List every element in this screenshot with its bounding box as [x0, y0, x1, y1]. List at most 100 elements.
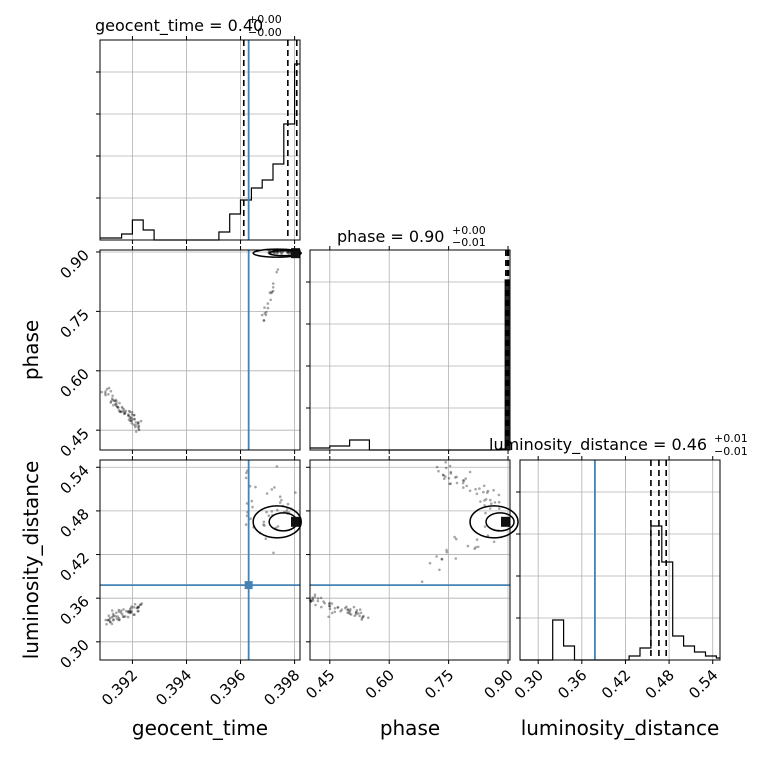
sample-point [455, 537, 458, 541]
sample-point [474, 487, 477, 491]
sample-point [115, 611, 118, 615]
sample-point [468, 470, 472, 474]
panel-background [310, 460, 510, 660]
sample-point [455, 481, 459, 485]
sample-point [136, 606, 139, 610]
sample-point [137, 609, 140, 613]
sample-point [483, 525, 487, 528]
sample-point [133, 613, 136, 616]
sample-point [117, 608, 121, 612]
sample-point [136, 605, 140, 609]
title-luminosity-distance-plus: +0.01 [714, 432, 748, 445]
sample-point [126, 610, 130, 613]
sample-point [497, 507, 501, 510]
y-tick-label: 0.42 [56, 549, 92, 585]
sample-point [449, 472, 453, 475]
sample-point [493, 501, 497, 504]
sample-point [129, 611, 133, 614]
panel-border [99, 459, 301, 661]
sample-point [323, 602, 327, 605]
sample-point [367, 616, 370, 619]
sample-point [262, 319, 266, 322]
x-tick-label: 0.75 [421, 666, 457, 702]
sample-point [115, 405, 119, 409]
sample-point [262, 319, 266, 322]
sample-point [120, 405, 124, 409]
sample-point [266, 306, 270, 310]
sample-point [129, 416, 133, 419]
density-peak [291, 248, 300, 259]
x-tick-label: 0.48 [642, 666, 678, 702]
sample-point [264, 537, 268, 540]
title-phase: phase = 0.90 [337, 227, 444, 246]
sample-point [129, 606, 133, 610]
x-tick-label: 0.45 [302, 666, 338, 702]
sample-point [108, 620, 112, 624]
y-tick-label: 0.60 [56, 365, 92, 401]
sample-point [137, 424, 141, 428]
sample-point [443, 477, 446, 481]
sample-point [135, 606, 138, 610]
sample-point [104, 390, 107, 393]
panel-background [310, 250, 510, 450]
sample-point [269, 298, 273, 302]
xlabel-luminosity-distance: luminosity_distance [521, 716, 720, 740]
sample-point [461, 481, 465, 485]
sample-point [139, 419, 143, 423]
sample-point [280, 252, 283, 256]
sample-point [468, 489, 472, 493]
sample-point [111, 612, 115, 616]
sample-point [488, 507, 492, 510]
sample-point [121, 407, 124, 410]
contour-line [252, 505, 302, 539]
contour-line [485, 512, 515, 532]
sample-point [105, 387, 109, 391]
sample-point [275, 270, 279, 274]
sample-point [118, 618, 121, 622]
sample-point [483, 499, 486, 502]
sample-point [285, 509, 288, 513]
sample-point [110, 397, 114, 400]
sample-point [122, 615, 125, 618]
sample-point [490, 502, 493, 506]
sample-point [110, 609, 114, 612]
sample-point [339, 610, 342, 613]
xlabel-phase: phase [380, 716, 440, 740]
sample-point [137, 428, 141, 432]
sample-point [447, 477, 451, 480]
sample-point [276, 508, 279, 512]
sample-point [122, 608, 125, 611]
sample-point [121, 613, 124, 616]
sample-point [328, 604, 332, 608]
sample-point [108, 616, 112, 620]
panel-luminosity-distance-vs-geocent-time [96, 456, 302, 664]
sample-point [244, 476, 248, 480]
sample-point [328, 601, 332, 605]
sample-point [440, 557, 444, 561]
sample-point [123, 411, 127, 415]
sample-point [346, 611, 349, 615]
sample-point [311, 599, 315, 602]
sample-point [322, 600, 325, 603]
sample-point [314, 603, 317, 607]
sample-point [107, 618, 110, 622]
sample-point [444, 466, 448, 470]
title-luminosity-distance: luminosity_distance = 0.46 [489, 435, 707, 455]
sample-point [486, 491, 489, 494]
sample-point [137, 605, 140, 608]
sample-point [128, 419, 132, 423]
sample-point [327, 615, 330, 619]
ylabel-luminosity-distance: luminosity_distance [19, 461, 43, 660]
sample-point [466, 544, 470, 548]
sample-point [445, 548, 448, 552]
sample-point [313, 595, 317, 599]
sample-point [354, 611, 358, 614]
sample-point [462, 479, 466, 483]
sample-point [130, 413, 134, 416]
sample-point [117, 409, 121, 412]
sample-point [346, 608, 349, 611]
sample-point [139, 603, 143, 606]
sample-point [455, 475, 458, 479]
sample-point [475, 538, 479, 541]
sample-point [336, 606, 340, 609]
